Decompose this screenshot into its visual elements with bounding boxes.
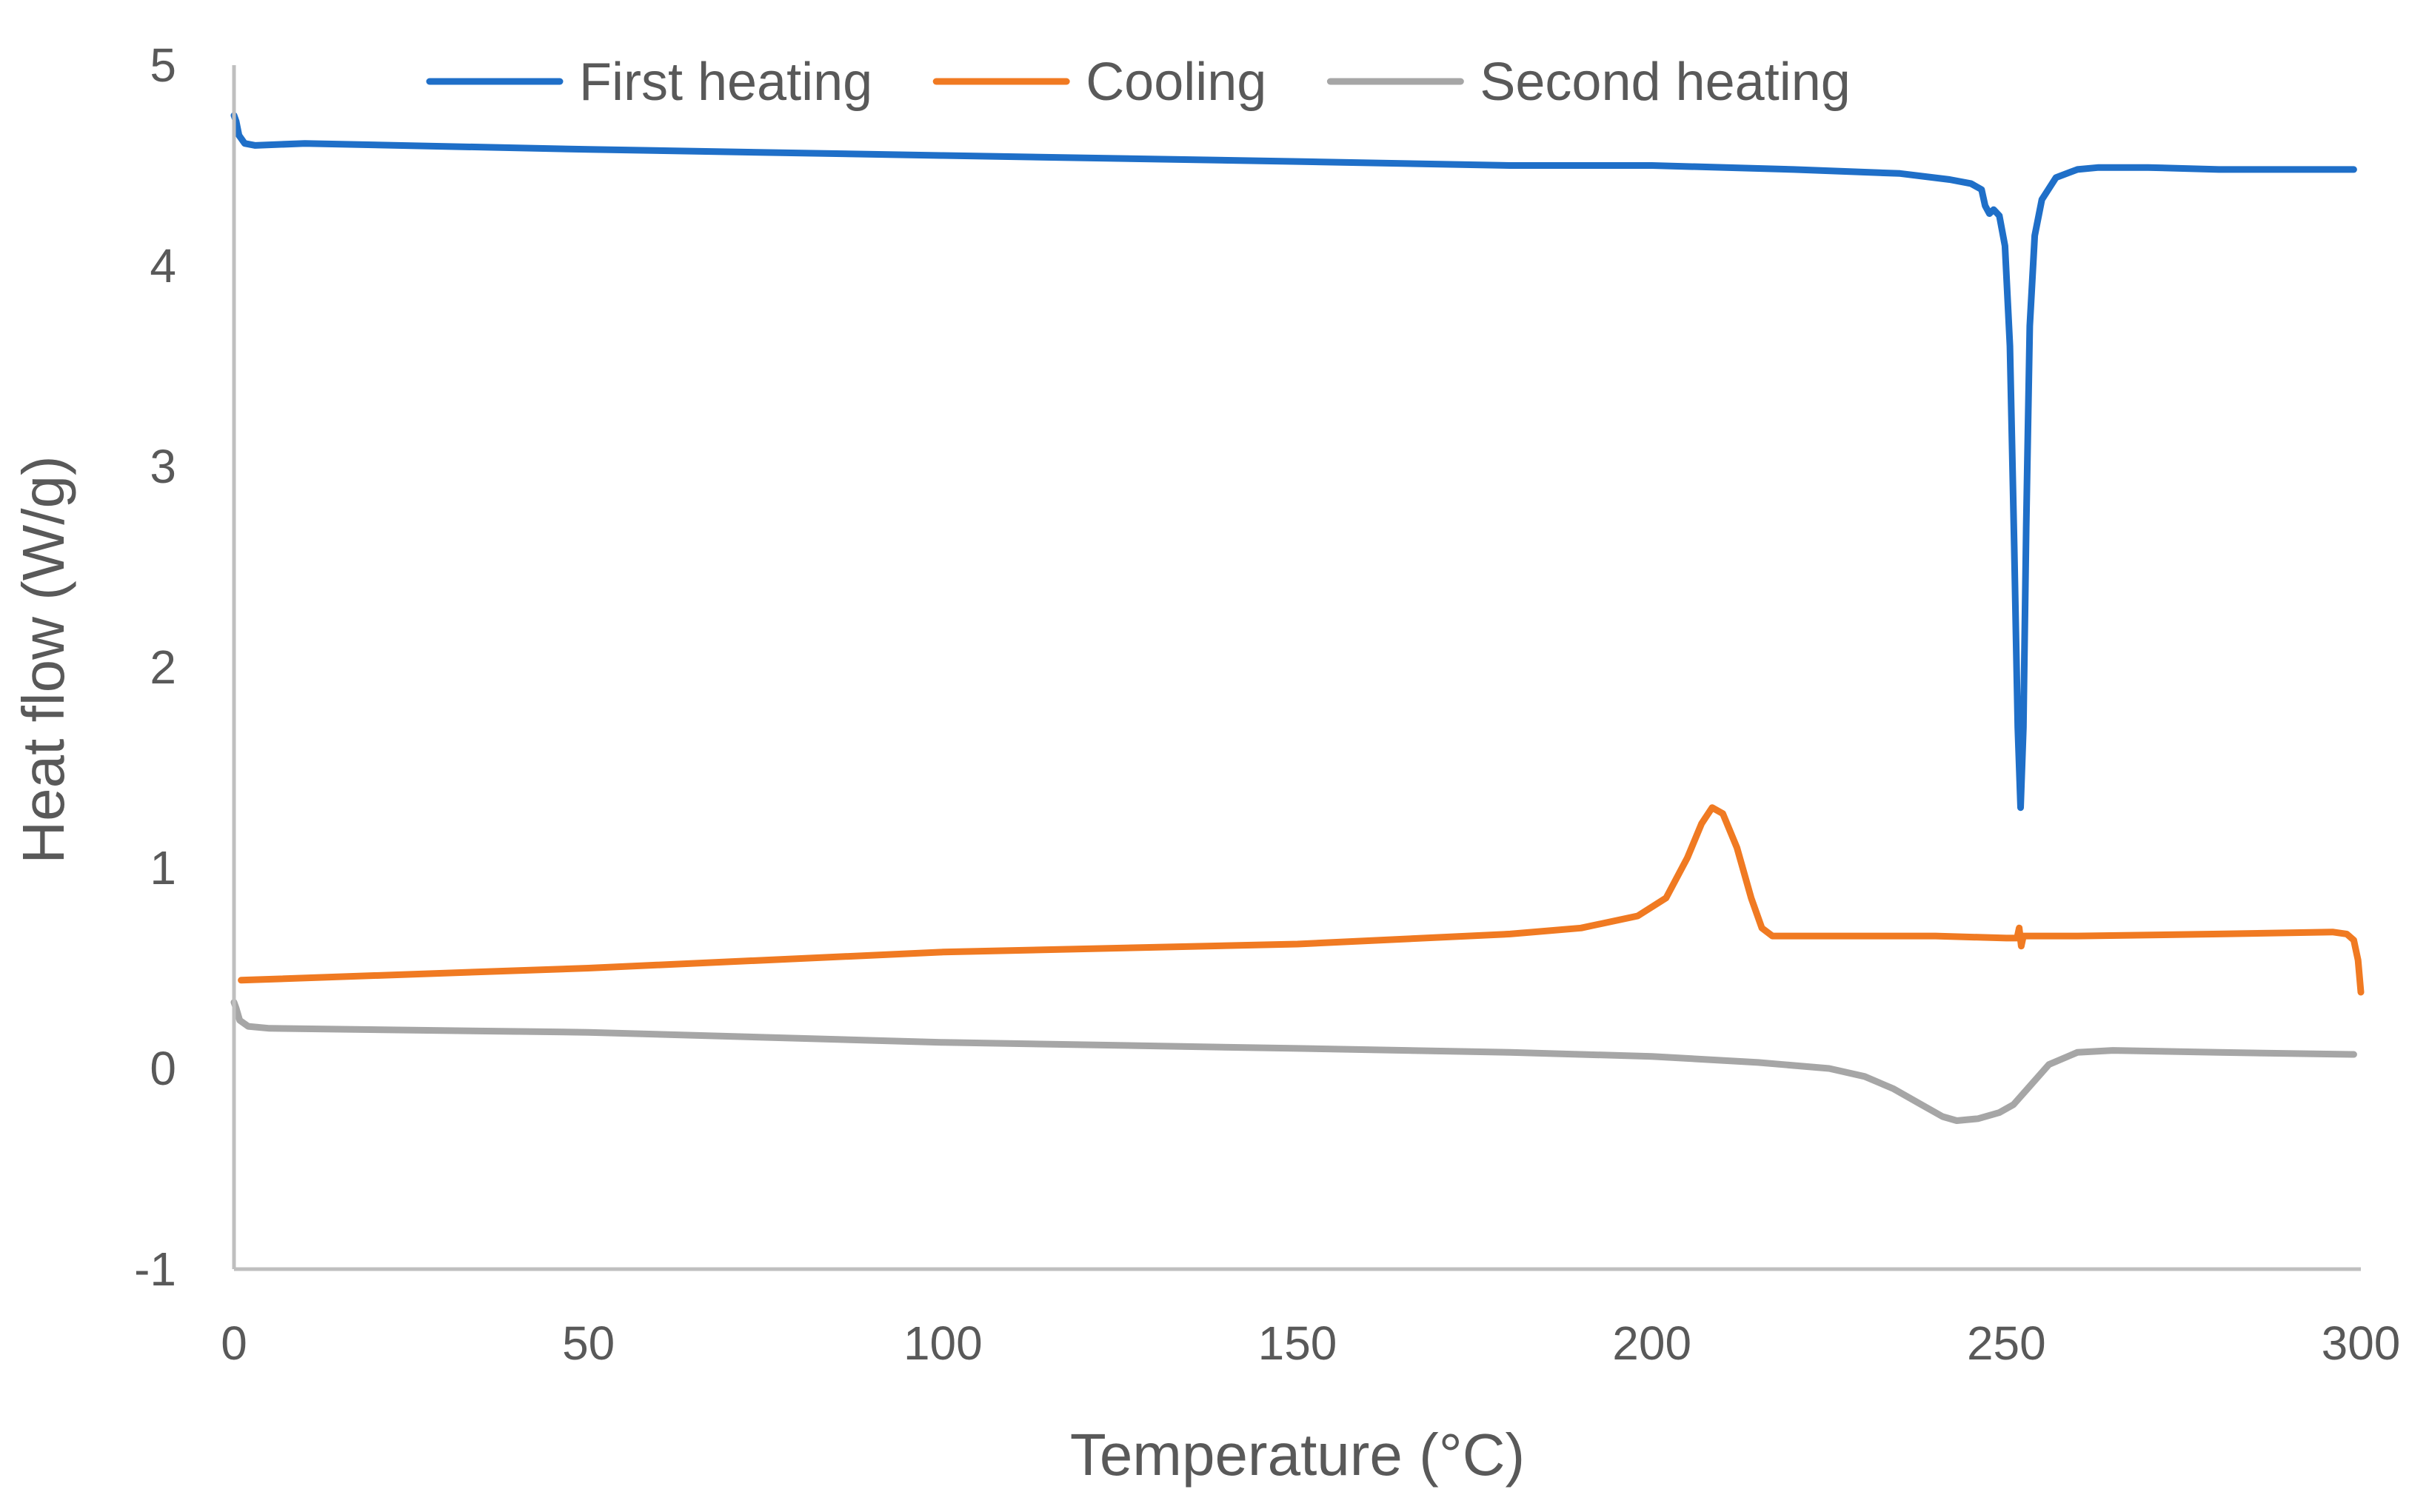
y-axis-title: Heat flow (W/g) <box>10 455 76 863</box>
axes-layer <box>232 65 2361 1271</box>
series-line-first-heating <box>230 112 2357 812</box>
x-tick-label-3: 150 <box>1258 1317 1337 1370</box>
y-tick-label-1: 0 <box>150 1042 176 1095</box>
x-tick-label-1: 50 <box>562 1317 615 1370</box>
legend-label-second-heating: Second heating <box>1480 53 1850 112</box>
series-line-cooling <box>238 804 2365 996</box>
legend-label-cooling: Cooling <box>1086 53 1266 112</box>
y-tick-label-2: 1 <box>150 841 176 894</box>
x-tick-label-5: 250 <box>1967 1317 2046 1370</box>
x-tick-label-0: 0 <box>221 1317 247 1370</box>
legend-label-first-heating: First heating <box>579 53 872 112</box>
x-axis-title: Temperature (°C) <box>1070 1422 1525 1488</box>
y-tick-label-5: 4 <box>150 239 176 292</box>
x-tick-label-2: 100 <box>903 1317 983 1370</box>
y-tick-label-4: 3 <box>150 440 176 493</box>
series-line-second-heating <box>230 999 2357 1124</box>
x-tick-label-6: 300 <box>2322 1317 2401 1370</box>
legend: First heating Cooling Second heating <box>426 53 1851 112</box>
y-tick-label-6: 5 <box>150 39 176 92</box>
ticks-layer: 0 50 100 150 200 250 300 -1 0 1 2 3 4 5 <box>134 39 2400 1370</box>
x-tick-label-4: 200 <box>1612 1317 1691 1370</box>
y-tick-label-0: -1 <box>134 1242 176 1296</box>
y-tick-label-3: 2 <box>150 640 176 694</box>
series-layer <box>230 112 2365 1124</box>
